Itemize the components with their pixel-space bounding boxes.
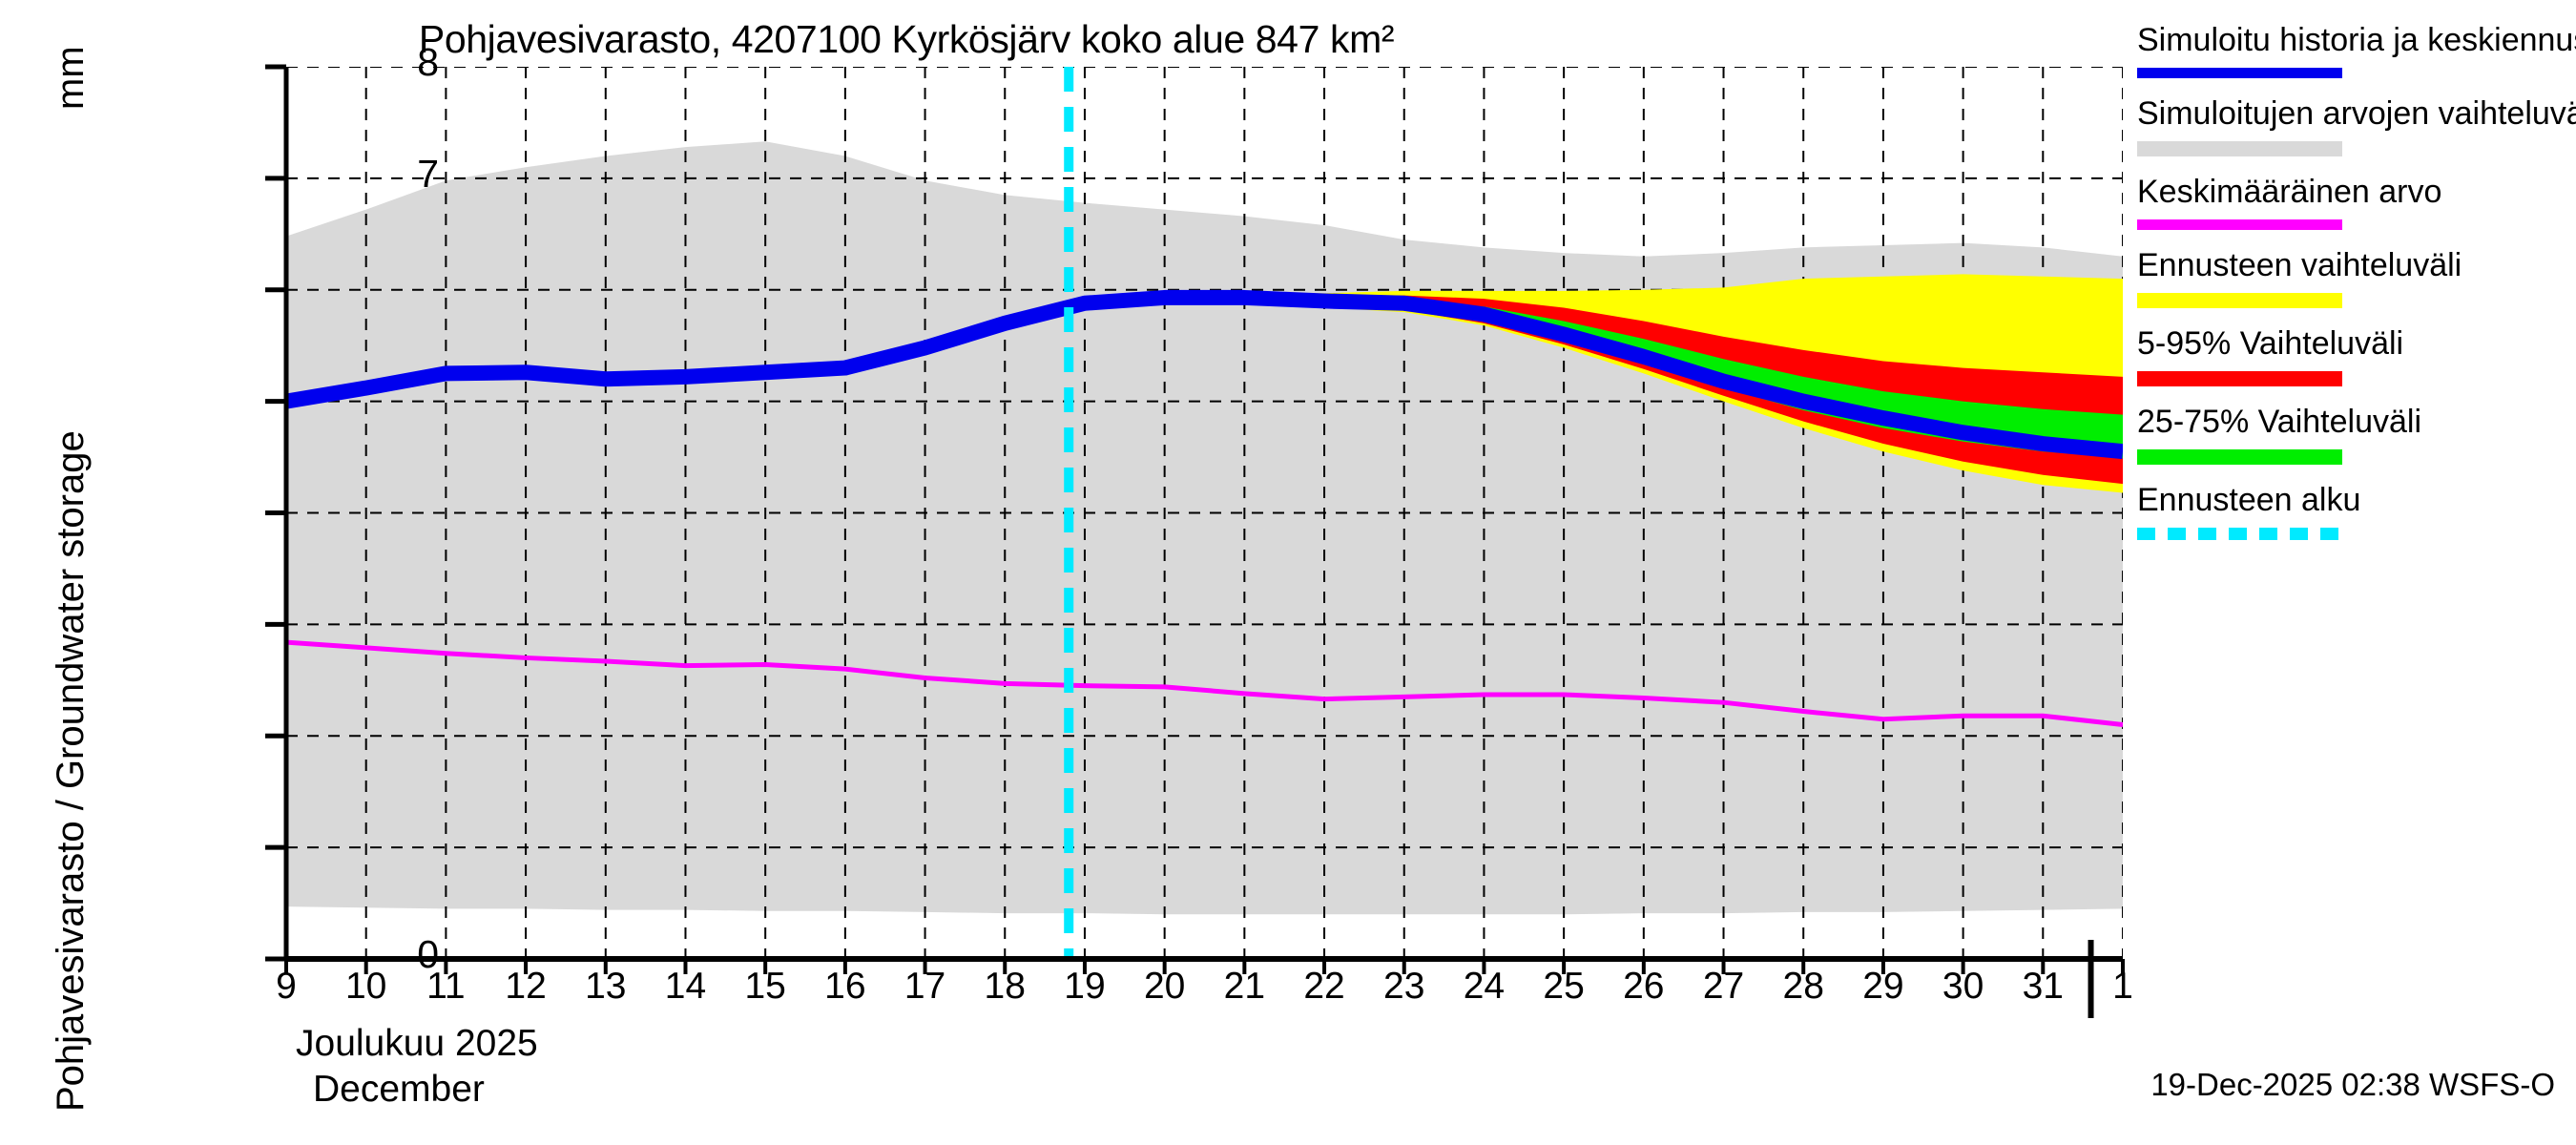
x-tick-label: 31 — [2022, 966, 2064, 1007]
band-forecast-range — [1084, 274, 2123, 493]
x-tick-label: 10 — [344, 966, 387, 1007]
x-tick-label: 24 — [1463, 966, 1506, 1007]
x-tick-label: 14 — [664, 966, 707, 1007]
chart-legend: Simuloitu historia ja keskiennuste Simulo… — [2137, 21, 2576, 556]
legend-swatch-simulated-history-mean-forecast — [2137, 68, 2342, 78]
line-mean-value — [286, 639, 2123, 728]
legend-swatch-range-5-95 — [2137, 371, 2342, 386]
x-tick-label: 12 — [505, 966, 547, 1007]
legend-swatch-forecast-start — [2137, 528, 2342, 540]
x-axis-month-en: December — [313, 1069, 485, 1110]
legend-entry-range-5-95: 5-95% Vaihteluväli — [2137, 324, 2571, 386]
x-tick-label: 27 — [1702, 966, 1745, 1007]
x-tick-label: 20 — [1143, 966, 1186, 1007]
x-tick-label: 17 — [904, 966, 946, 1007]
x-axis-month-fi: Joulukuu 2025 — [296, 1023, 538, 1064]
band-simulated-range — [286, 141, 2123, 915]
y-tick-label: 0 — [417, 932, 439, 976]
legend-entry-range-25-75: 25-75% Vaihteluväli — [2137, 403, 2571, 465]
x-tick-label: 26 — [1623, 966, 1665, 1007]
x-tick-label: 9 — [276, 966, 297, 1007]
x-tick-label: 28 — [1782, 966, 1824, 1007]
legend-label: Simuloitujen arvojen vaihteluväli 1962-2… — [2137, 95, 2576, 132]
y-axis-label: Pohjavesivarasto / Groundwater storage — [50, 430, 92, 1112]
legend-label: Simuloitu historia ja keskiennuste — [2137, 22, 2576, 58]
x-tick-label: 18 — [984, 966, 1026, 1007]
y-tick-label: 7 — [417, 151, 439, 196]
x-tick-label: 22 — [1303, 966, 1345, 1007]
legend-label: 5-95% Vaihteluväli — [2137, 325, 2404, 362]
y-axis-unit-label: mm — [50, 46, 92, 110]
legend-entry-simulated-history-mean-forecast: Simuloitu historia ja keskiennuste — [2137, 21, 2576, 78]
x-tick-label: 25 — [1543, 966, 1585, 1007]
legend-label: Keskimääräinen arvo — [2137, 174, 2442, 210]
legend-entry-simulated-range-1962-2024: Simuloitujen arvojen vaihteluväli 1962-2… — [2137, 94, 2576, 156]
plot-area — [286, 67, 2123, 959]
x-tick-label: 21 — [1223, 966, 1266, 1007]
band-5-95 — [1084, 295, 2123, 485]
x-tick-label: 29 — [1862, 966, 1904, 1007]
x-tick-label: 13 — [585, 966, 627, 1007]
x-tick-label: 19 — [1064, 966, 1106, 1007]
legend-entry-mean-value: Keskimääräinen arvo — [2137, 173, 2571, 230]
chart-title: Pohjavesivarasto, 4207100 Kyrkösjärv kok… — [418, 17, 1395, 61]
y-tick-label: 8 — [417, 40, 439, 84]
footer-timestamp: 19-Dec-2025 02:38 WSFS-O — [2150, 1067, 2555, 1102]
line-simulated-history — [286, 289, 2123, 460]
legend-entry-forecast-range: Ennusteen vaihteluväli — [2137, 246, 2571, 308]
x-tick-label: 15 — [744, 966, 786, 1007]
legend-label: 25-75% Vaihteluväli — [2137, 404, 2421, 440]
legend-swatch-simulated-range-1962-2024 — [2137, 141, 2342, 156]
x-tick-label: 16 — [824, 966, 866, 1007]
x-tick-label: 1 — [2112, 966, 2133, 1007]
legend-swatch-range-25-75 — [2137, 449, 2342, 465]
legend-label: Ennusteen vaihteluväli — [2137, 247, 2462, 283]
x-tick-label: 23 — [1383, 966, 1425, 1007]
legend-swatch-forecast-range — [2137, 293, 2342, 308]
legend-swatch-mean-value — [2137, 219, 2342, 230]
legend-entry-forecast-start: Ennusteen alku — [2137, 481, 2571, 540]
x-tick-label: 30 — [1942, 966, 1984, 1007]
legend-label: Ennusteen alku — [2137, 482, 2361, 518]
x-tick-label: 11 — [426, 966, 466, 1007]
